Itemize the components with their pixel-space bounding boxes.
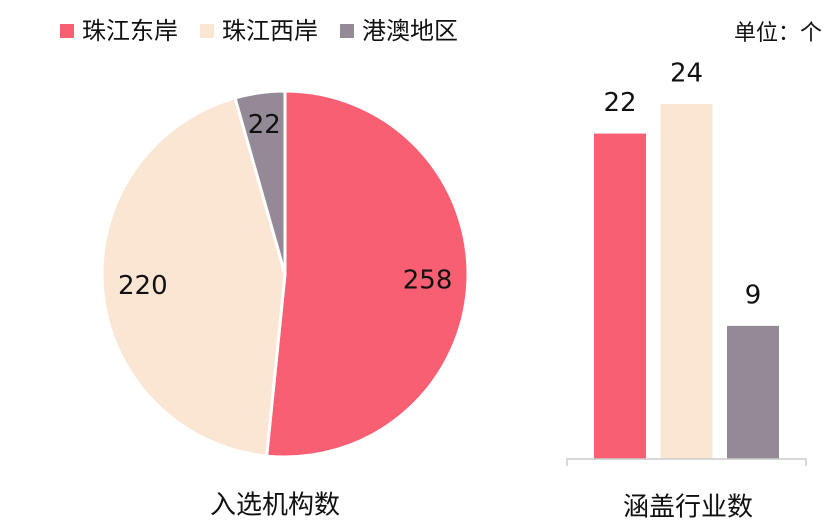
pie-slice <box>264 89 470 459</box>
legend-swatch <box>60 24 74 38</box>
legend-label: 珠江西岸 <box>222 17 318 45</box>
data-label: 22 <box>248 110 281 140</box>
legend-label: 珠江东岸 <box>82 17 178 45</box>
legend-label: 港澳地区 <box>362 17 458 45</box>
chart-title: 入选机构数 <box>210 491 340 521</box>
pie-slice <box>100 96 287 458</box>
data-label: 22 <box>603 88 636 118</box>
x-axis <box>566 458 807 466</box>
data-label: 258 <box>403 266 453 296</box>
data-label: 220 <box>118 271 168 301</box>
legend-swatch <box>200 24 214 38</box>
bar <box>594 133 646 460</box>
chart-title: 涵盖行业数 <box>623 493 753 523</box>
legend-swatch <box>340 24 354 38</box>
bar <box>660 104 713 459</box>
data-label: 24 <box>670 59 703 89</box>
unit-label: 单位：个 <box>734 21 822 46</box>
bar <box>727 325 779 459</box>
pie-slice <box>233 89 287 275</box>
data-label: 9 <box>745 280 762 310</box>
